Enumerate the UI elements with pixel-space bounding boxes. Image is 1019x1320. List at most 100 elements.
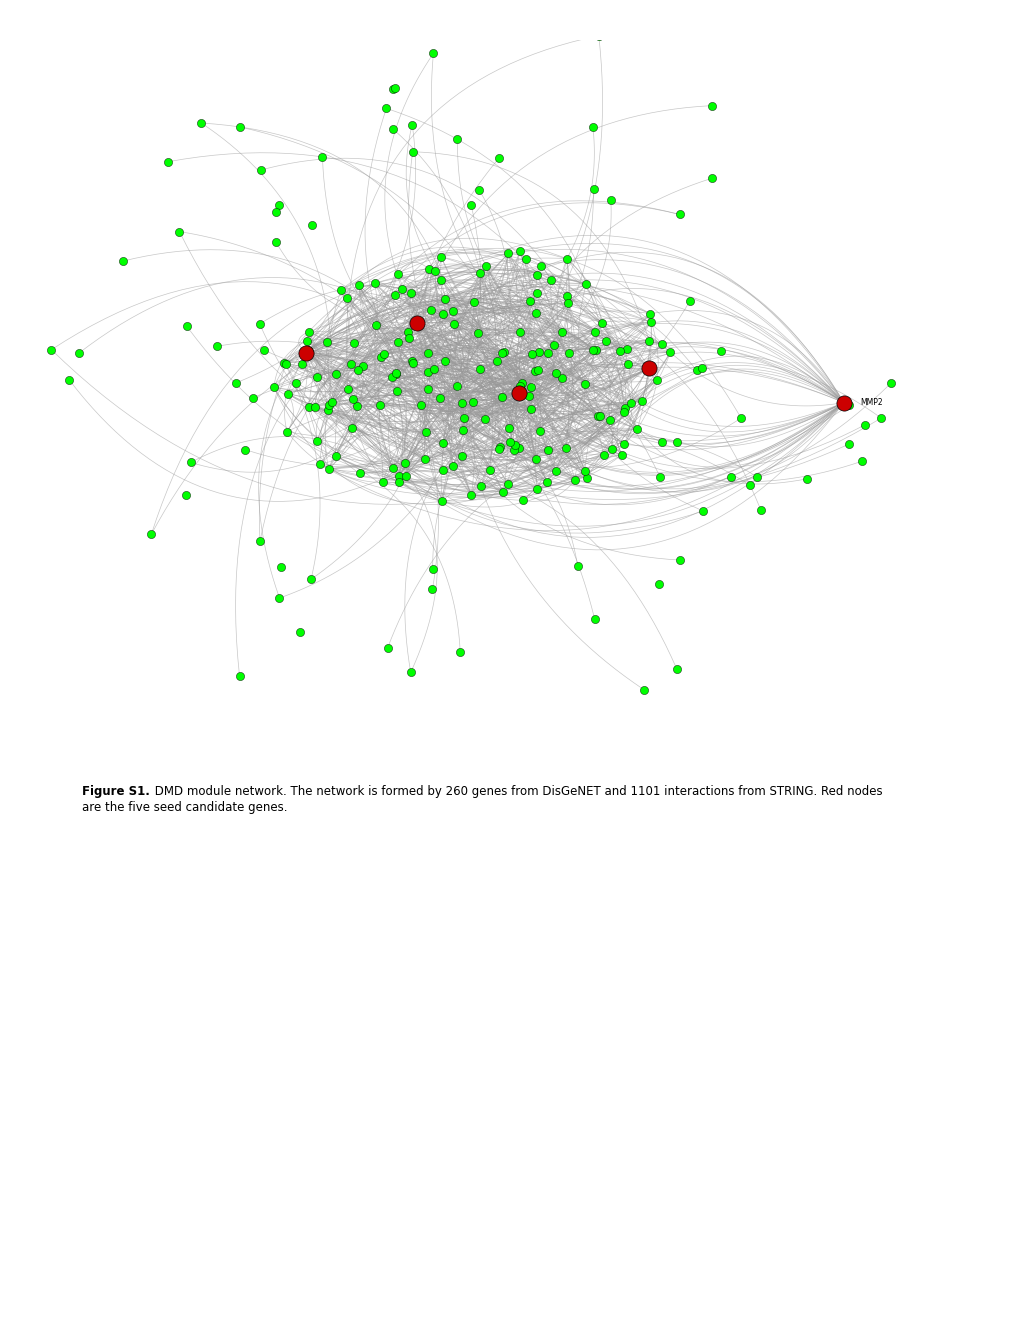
Point xyxy=(352,463,368,484)
Point xyxy=(615,434,632,455)
Point xyxy=(301,321,317,342)
Point xyxy=(454,420,471,441)
Point xyxy=(618,338,634,359)
Point xyxy=(872,408,889,429)
Point xyxy=(695,500,711,521)
Point xyxy=(368,314,384,335)
Point xyxy=(387,284,404,305)
Point xyxy=(853,450,869,471)
Point xyxy=(311,454,327,475)
Point xyxy=(231,665,248,686)
Point xyxy=(464,392,480,413)
Point xyxy=(478,255,494,276)
Point xyxy=(523,343,539,364)
Point xyxy=(276,352,292,374)
Point xyxy=(252,531,268,552)
Point xyxy=(409,313,425,334)
Point xyxy=(615,401,632,422)
Point xyxy=(266,378,282,399)
Text: are the five seed candidate genes.: are the five seed candidate genes. xyxy=(82,801,286,814)
Point xyxy=(653,432,669,453)
Point xyxy=(272,557,288,578)
Point xyxy=(413,395,429,416)
Point xyxy=(422,300,438,321)
Point xyxy=(560,343,577,364)
Point xyxy=(511,321,527,342)
Point xyxy=(661,342,678,363)
Point xyxy=(526,360,542,381)
Point xyxy=(733,408,749,429)
Point xyxy=(159,152,175,173)
Point xyxy=(612,445,629,466)
Point xyxy=(434,490,450,511)
Point xyxy=(437,288,453,309)
Point xyxy=(424,578,440,599)
Point xyxy=(177,484,194,506)
Point xyxy=(648,370,664,391)
Point xyxy=(558,285,575,306)
Point xyxy=(268,201,284,222)
Point xyxy=(472,263,488,284)
Point xyxy=(435,432,451,453)
Point xyxy=(416,449,432,470)
Point xyxy=(471,358,487,379)
Point xyxy=(376,343,392,364)
Point xyxy=(193,112,209,133)
Point xyxy=(595,445,611,466)
Point xyxy=(463,194,479,215)
Point xyxy=(338,288,355,309)
Point xyxy=(668,659,685,680)
Point xyxy=(342,354,359,375)
Point xyxy=(841,395,857,416)
Point xyxy=(328,364,344,385)
Point xyxy=(343,418,360,440)
Point xyxy=(591,405,607,426)
Point xyxy=(291,622,308,643)
Point xyxy=(389,331,406,352)
Point xyxy=(318,331,334,352)
Point xyxy=(584,116,600,137)
Point xyxy=(299,330,315,351)
Point xyxy=(253,160,269,181)
Point xyxy=(301,397,317,418)
Point xyxy=(748,466,764,487)
Point xyxy=(585,180,601,201)
Point xyxy=(374,471,390,492)
Point xyxy=(540,343,556,364)
Point xyxy=(671,203,687,224)
Point xyxy=(586,609,602,630)
Point xyxy=(452,392,469,413)
Point xyxy=(463,484,479,506)
Point xyxy=(351,275,367,296)
Point xyxy=(403,661,419,682)
Point xyxy=(603,438,620,459)
Point xyxy=(386,78,403,99)
Point xyxy=(309,367,325,388)
Point xyxy=(642,304,658,325)
Point xyxy=(577,461,593,482)
Point xyxy=(390,471,407,492)
Point xyxy=(494,480,511,502)
Point xyxy=(741,475,757,496)
Point xyxy=(465,292,481,313)
Point xyxy=(672,549,688,570)
Point xyxy=(279,383,296,404)
Point xyxy=(70,343,87,364)
Point xyxy=(400,327,417,348)
Point xyxy=(256,339,272,360)
Point xyxy=(327,445,343,466)
Point xyxy=(399,321,416,342)
Point xyxy=(252,313,268,334)
Point xyxy=(396,453,413,474)
Point xyxy=(529,479,545,500)
Point xyxy=(391,465,408,486)
Point xyxy=(231,116,248,137)
Point xyxy=(384,119,400,140)
Point xyxy=(320,399,336,420)
Point xyxy=(545,334,561,355)
Point xyxy=(388,381,405,403)
Point xyxy=(528,264,544,285)
Point xyxy=(688,360,704,381)
Point xyxy=(533,255,549,276)
Point xyxy=(578,273,594,294)
